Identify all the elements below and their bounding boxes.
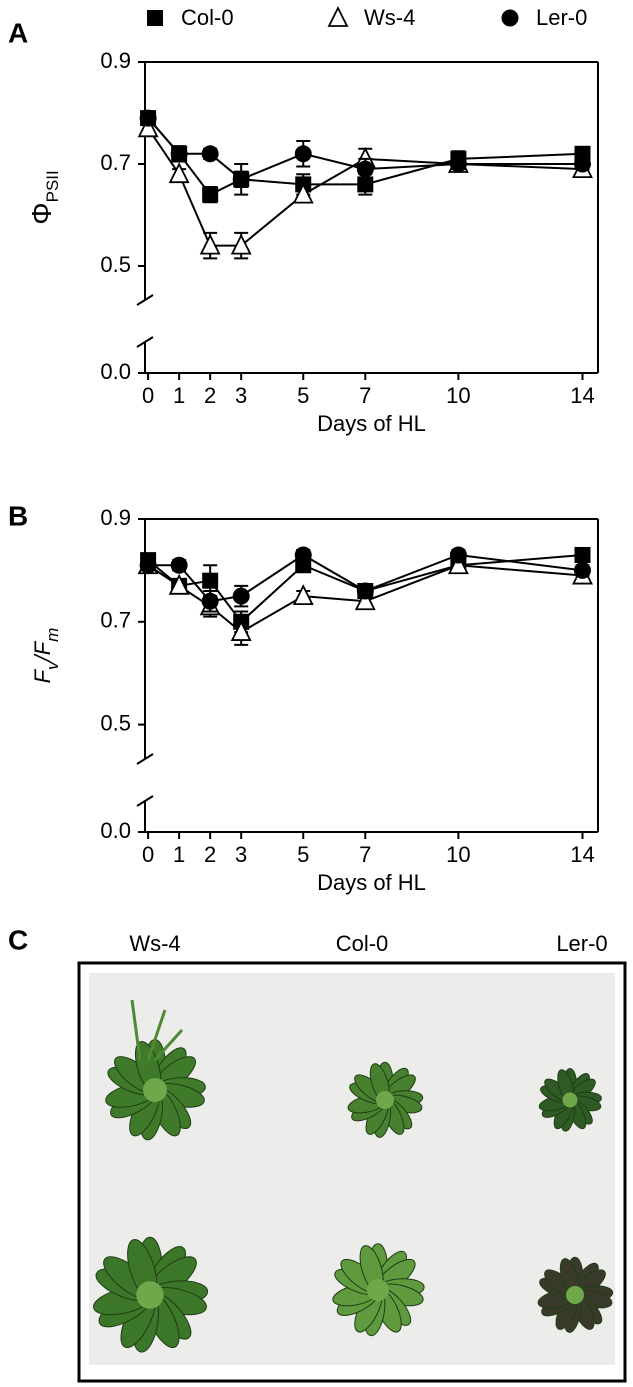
point: [232, 170, 250, 188]
y-axis-title: Fv/Fm: [30, 628, 62, 684]
point: [232, 587, 250, 605]
point: [139, 109, 157, 127]
point: [168, 573, 190, 595]
x-tick-label: 0: [142, 383, 154, 408]
rosette-center: [376, 1091, 394, 1109]
x-tick-label: 2: [204, 842, 216, 867]
panel-label: A: [8, 17, 28, 48]
photo-label: Ler-0: [556, 931, 607, 956]
y-axis-title: ΦPSII: [26, 170, 62, 224]
point: [202, 186, 219, 203]
point: [202, 572, 219, 589]
legend-label: Col-0: [181, 5, 234, 30]
rosette-center: [143, 1078, 167, 1102]
point: [356, 582, 374, 600]
point: [139, 556, 157, 574]
legend-label: Ler-0: [536, 5, 587, 30]
x-axis-title: Days of HL: [317, 411, 426, 436]
x-tick-label: 2: [204, 383, 216, 408]
y-tick-label: 0.5: [100, 710, 131, 735]
flower-stem: [130, 999, 184, 1062]
x-tick-label: 10: [446, 383, 470, 408]
point: [292, 584, 314, 605]
point: [168, 162, 190, 184]
panel-label: B: [8, 500, 28, 531]
point: [449, 546, 467, 564]
point: [294, 145, 312, 163]
x-tick-label: 5: [297, 842, 309, 867]
y-tick-label: 0.7: [100, 150, 131, 175]
point: [137, 116, 159, 138]
y-tick-label: 0.0: [100, 359, 131, 384]
photo-label: Ws-4: [129, 931, 180, 956]
y-axis-title-part: /F: [30, 640, 55, 663]
point: [170, 556, 188, 574]
x-tick-label: 7: [359, 383, 371, 408]
rosette-center: [566, 1286, 584, 1304]
point: [294, 546, 312, 564]
series-line: [147, 127, 583, 247]
point: [170, 145, 188, 163]
rosette-center: [367, 1279, 389, 1301]
x-tick-label: 1: [173, 383, 185, 408]
legend-label: Ws-4: [364, 5, 415, 30]
axis-break: [136, 753, 154, 765]
point: [201, 592, 219, 610]
plants: [93, 999, 614, 1353]
y-axis-title-part: v: [43, 660, 62, 670]
x-axis-title: Days of HL: [317, 870, 426, 895]
point: [354, 589, 376, 611]
rosette-center: [136, 1281, 164, 1309]
point: [447, 553, 469, 575]
point: [573, 155, 591, 173]
point: [230, 233, 252, 255]
x-tick-label: 0: [142, 842, 154, 867]
point: [356, 160, 374, 178]
y-axis-title-part: F: [30, 668, 55, 683]
point: [292, 182, 314, 204]
x-tick-label: 10: [446, 842, 470, 867]
point: [357, 176, 374, 193]
x-tick-label: 3: [235, 383, 247, 408]
point: [201, 145, 219, 163]
x-tick-label: 5: [297, 383, 309, 408]
point: [574, 546, 591, 563]
axis-break: [136, 795, 154, 807]
legend-marker: [147, 10, 163, 26]
y-axis-title-part: Φ: [26, 202, 57, 224]
point: [573, 561, 591, 579]
photo-label: Col-0: [336, 931, 389, 956]
y-axis-title-part: m: [43, 628, 62, 642]
x-tick-label: 1: [173, 842, 185, 867]
axis-break: [136, 294, 154, 306]
panel-label: C: [8, 924, 28, 955]
y-tick-label: 0.7: [100, 608, 131, 633]
point: [449, 155, 467, 173]
legend-marker: [327, 5, 349, 27]
x-tick-label: 3: [235, 842, 247, 867]
y-tick-label: 0.0: [100, 818, 131, 843]
x-tick-label: 14: [570, 383, 594, 408]
rosette-center: [562, 1092, 578, 1108]
axis-break: [136, 336, 154, 348]
point: [230, 620, 252, 641]
y-tick-label: 0.9: [100, 505, 131, 530]
y-tick-label: 0.9: [100, 48, 131, 73]
x-tick-label: 14: [570, 842, 594, 867]
y-axis-title-part: PSII: [43, 170, 62, 202]
y-tick-label: 0.5: [100, 252, 131, 277]
x-tick-label: 7: [359, 842, 371, 867]
point: [199, 233, 221, 255]
legend-marker: [501, 9, 519, 27]
